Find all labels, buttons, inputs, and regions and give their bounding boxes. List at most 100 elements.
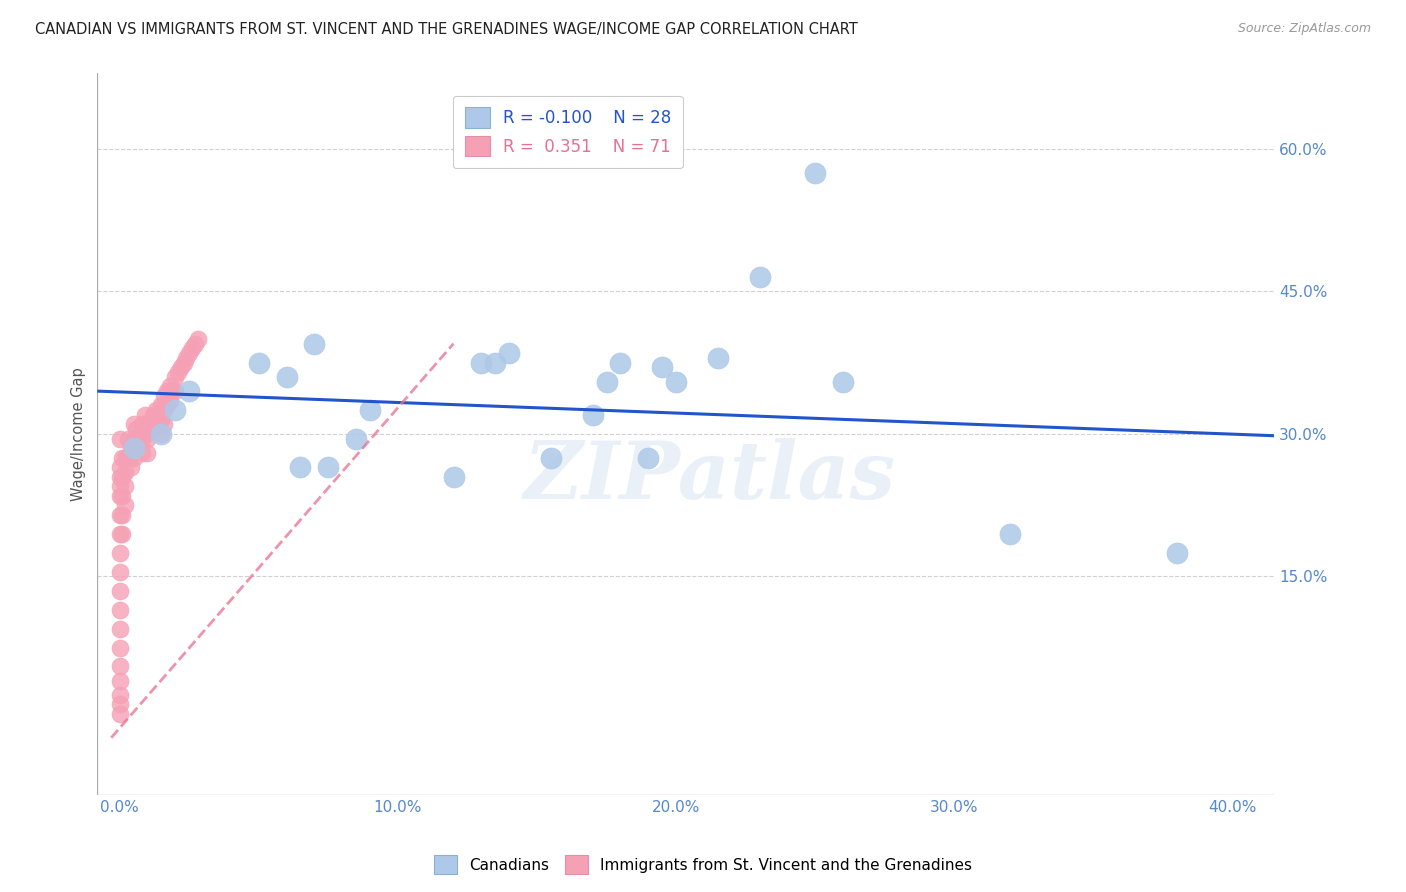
Point	[134, 408, 156, 422]
Point	[131, 446, 153, 460]
Point	[665, 375, 688, 389]
Point	[108, 489, 131, 503]
Point	[150, 426, 173, 441]
Point	[108, 432, 131, 446]
Point	[108, 673, 131, 688]
Point	[304, 336, 326, 351]
Point	[145, 403, 167, 417]
Point	[443, 469, 465, 483]
Point	[120, 460, 142, 475]
Point	[290, 460, 312, 475]
Point	[114, 465, 136, 479]
Point	[159, 393, 181, 408]
Point	[748, 270, 770, 285]
Point	[108, 602, 131, 616]
Point	[148, 412, 170, 426]
Point	[162, 384, 184, 398]
Point	[108, 479, 131, 493]
Point	[637, 450, 659, 465]
Point	[114, 479, 136, 493]
Point	[142, 408, 165, 422]
Point	[122, 417, 145, 432]
Point	[159, 379, 181, 393]
Legend: Canadians, Immigrants from St. Vincent and the Grenadines: Canadians, Immigrants from St. Vincent a…	[427, 849, 979, 880]
Point	[150, 412, 173, 426]
Point	[108, 659, 131, 673]
Point	[186, 332, 208, 346]
Point	[582, 408, 605, 422]
Point	[498, 346, 520, 360]
Point	[359, 403, 381, 417]
Point	[707, 351, 730, 365]
Point	[108, 688, 131, 702]
Point	[247, 356, 270, 370]
Point	[108, 706, 131, 721]
Point	[114, 498, 136, 512]
Point	[122, 432, 145, 446]
Point	[145, 417, 167, 432]
Point	[165, 384, 187, 398]
Point	[108, 545, 131, 559]
Point	[108, 526, 131, 541]
Point	[184, 336, 207, 351]
Point	[114, 450, 136, 465]
Point	[111, 450, 134, 465]
Point	[108, 469, 131, 483]
Text: Source: ZipAtlas.com: Source: ZipAtlas.com	[1237, 22, 1371, 36]
Point	[108, 698, 131, 712]
Point	[165, 403, 187, 417]
Point	[128, 432, 150, 446]
Point	[179, 346, 201, 360]
Point	[170, 360, 193, 375]
Point	[108, 565, 131, 579]
Point	[134, 426, 156, 441]
Point	[998, 526, 1021, 541]
Point	[131, 417, 153, 432]
Point	[470, 356, 492, 370]
Point	[108, 640, 131, 655]
Point	[540, 450, 562, 465]
Point	[108, 508, 131, 522]
Point	[108, 460, 131, 475]
Point	[136, 446, 159, 460]
Point	[125, 422, 148, 436]
Legend: R = -0.100    N = 28, R =  0.351    N = 71: R = -0.100 N = 28, R = 0.351 N = 71	[453, 95, 683, 168]
Point	[832, 375, 855, 389]
Point	[173, 356, 195, 370]
Text: ZIPatlas: ZIPatlas	[523, 438, 896, 516]
Point	[153, 417, 176, 432]
Point	[156, 398, 179, 412]
Point	[179, 384, 201, 398]
Point	[120, 441, 142, 455]
Point	[156, 384, 179, 398]
Point	[108, 622, 131, 636]
Point	[276, 369, 298, 384]
Point	[111, 526, 134, 541]
Point	[595, 375, 617, 389]
Point	[181, 342, 204, 356]
Point	[136, 432, 159, 446]
Point	[150, 426, 173, 441]
Point	[111, 508, 134, 522]
Y-axis label: Wage/Income Gap: Wage/Income Gap	[72, 367, 86, 500]
Point	[122, 450, 145, 465]
Point	[165, 369, 187, 384]
Point	[111, 469, 134, 483]
Point	[318, 460, 340, 475]
Point	[142, 422, 165, 436]
Point	[125, 441, 148, 455]
Point	[150, 398, 173, 412]
Point	[804, 166, 827, 180]
Point	[117, 450, 139, 465]
Text: CANADIAN VS IMMIGRANTS FROM ST. VINCENT AND THE GRENADINES WAGE/INCOME GAP CORRE: CANADIAN VS IMMIGRANTS FROM ST. VINCENT …	[35, 22, 858, 37]
Point	[108, 583, 131, 598]
Point	[117, 432, 139, 446]
Point	[1166, 545, 1188, 559]
Point	[176, 351, 198, 365]
Point	[609, 356, 631, 370]
Point	[153, 403, 176, 417]
Point	[136, 417, 159, 432]
Point	[484, 356, 506, 370]
Point	[344, 432, 367, 446]
Point	[167, 365, 190, 379]
